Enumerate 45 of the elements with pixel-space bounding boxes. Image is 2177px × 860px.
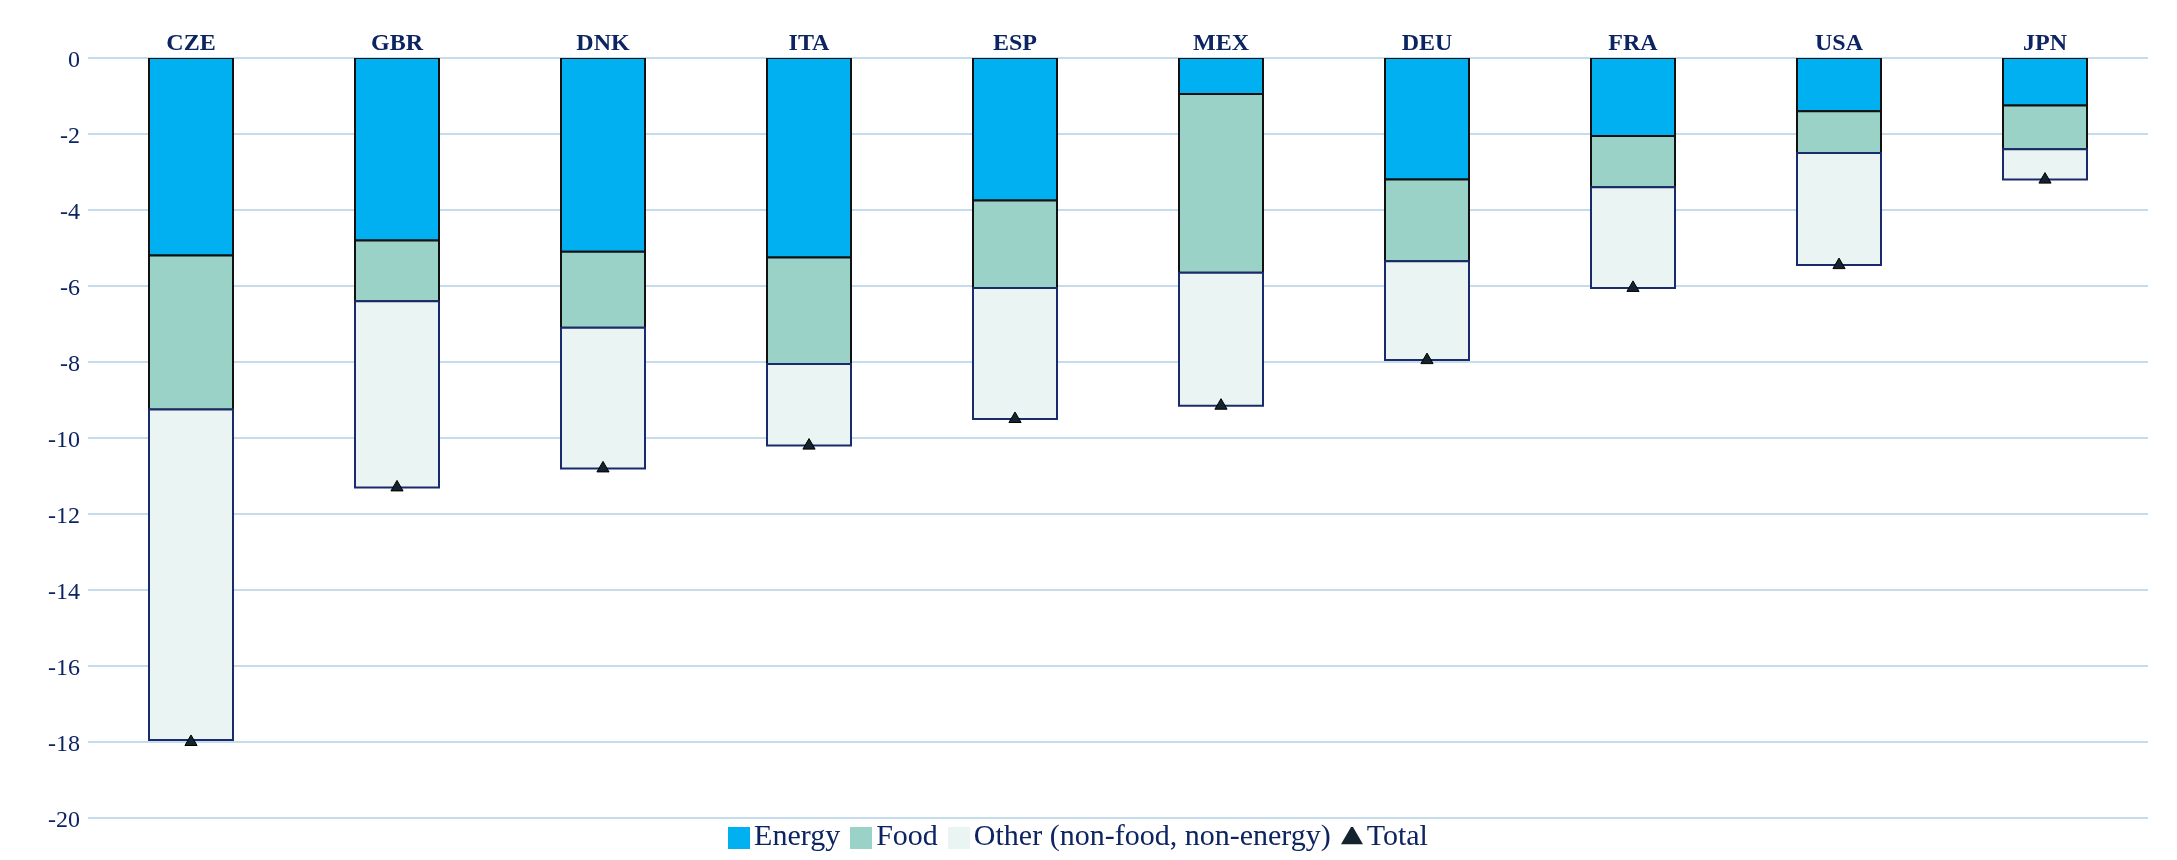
point (184, 734, 198, 747)
x-tick-label: ESP (992, 29, 1038, 55)
point (1626, 280, 1640, 292)
y-tick-label: -8 (60, 349, 80, 376)
x-tick-label: JPN (2023, 29, 2068, 55)
bar (1384, 260, 1470, 362)
y-tick-label: -2 (60, 121, 80, 148)
x-tick-label: DNK (576, 29, 630, 55)
bar (972, 286, 1058, 420)
legend-label: Energy (754, 818, 841, 851)
bar (560, 326, 646, 470)
bar (354, 300, 440, 489)
legend-label: Total (1366, 818, 1428, 851)
legend-label: Other (non-food, non-energy) (973, 818, 1331, 851)
bar (1178, 271, 1264, 407)
point (1420, 352, 1434, 365)
point (802, 438, 816, 450)
x-tick-label: GBR (370, 29, 424, 55)
y-tick-label: -20 (48, 805, 80, 832)
bar (2002, 148, 2088, 181)
x-tick-label: USA (1814, 29, 1864, 55)
x-tick-label: CZE (166, 29, 216, 55)
point (390, 479, 404, 492)
y-tick-label: -14 (48, 577, 80, 604)
point (1832, 257, 1846, 270)
legend-label: Food (876, 818, 938, 851)
y-tick-label: -10 (48, 425, 80, 452)
point (1008, 411, 1022, 424)
y-tick-label: -18 (48, 729, 80, 756)
y-tick-label: -16 (48, 653, 80, 680)
point (1214, 398, 1228, 410)
y-tick-label: -12 (48, 501, 80, 528)
x-tick-label: DEU (1401, 29, 1453, 55)
y-tick-label: -6 (60, 273, 80, 300)
point (2038, 172, 2052, 184)
x-tick-label: ITA (788, 29, 831, 55)
bar (148, 408, 234, 742)
x-tick-label: FRA (1608, 29, 1659, 55)
bar (1590, 186, 1676, 289)
bar (766, 362, 852, 447)
y-tick-label: -4 (60, 197, 80, 224)
bar (1796, 152, 1882, 267)
point (596, 460, 610, 473)
y-tick-label: 0 (68, 45, 80, 72)
x-tick-label: MEX (1193, 29, 1250, 55)
